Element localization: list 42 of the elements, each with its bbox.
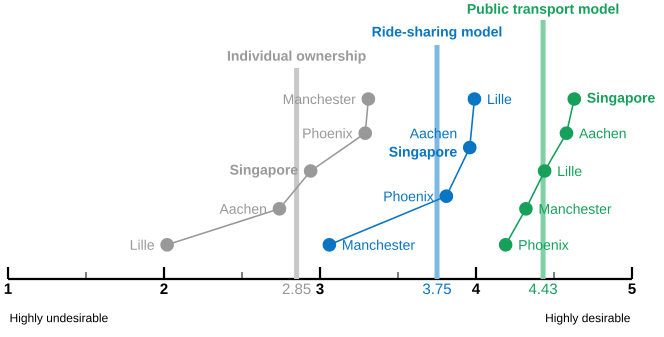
point bbox=[160, 238, 174, 252]
point bbox=[538, 164, 552, 178]
point bbox=[362, 92, 376, 106]
point bbox=[498, 238, 512, 252]
annotation: Singapore bbox=[389, 146, 457, 160]
point bbox=[468, 92, 482, 106]
annotation: Manchester bbox=[343, 240, 415, 250]
x-tick-label: 1 bbox=[4, 284, 12, 294]
annotation: Aachen bbox=[410, 128, 456, 138]
x-tick-label: 3.75 bbox=[422, 284, 451, 294]
ref-line-label: Public transport model bbox=[468, 4, 618, 17]
annotation: Lille bbox=[130, 240, 154, 250]
annotation: Manchester bbox=[540, 204, 612, 214]
annotation: Singapore bbox=[587, 92, 655, 106]
x-tick-label: 4.43 bbox=[528, 284, 558, 294]
ref-line-label: Individual ownership bbox=[228, 50, 366, 64]
point bbox=[519, 202, 533, 216]
annotation: Aachen bbox=[579, 128, 626, 138]
x-tick-label: 3 bbox=[316, 284, 324, 294]
point bbox=[358, 126, 372, 140]
x-tick-label: 2.85 bbox=[282, 284, 311, 294]
x-tick-label: 2 bbox=[160, 284, 168, 294]
text: Highly desirable bbox=[546, 313, 630, 325]
point bbox=[304, 164, 318, 178]
annotation: Phoenix bbox=[384, 191, 434, 202]
point bbox=[272, 202, 286, 216]
annotation: Phoenix bbox=[303, 128, 353, 138]
x-tick-label: 5 bbox=[628, 284, 636, 294]
x-tick-label: 4 bbox=[472, 284, 480, 294]
point bbox=[560, 126, 574, 140]
point bbox=[462, 140, 477, 154]
annotation: Lille bbox=[558, 166, 582, 176]
point bbox=[440, 189, 454, 203]
ref-line-label: Ride-sharing model bbox=[372, 26, 502, 40]
point bbox=[322, 238, 336, 252]
annotation: Manchester bbox=[284, 94, 356, 104]
annotation: Singapore bbox=[230, 164, 298, 178]
point bbox=[567, 92, 582, 106]
annotation: Lille bbox=[488, 94, 512, 104]
annotation: Aachen bbox=[219, 204, 266, 214]
text: Highly undesirable bbox=[10, 313, 108, 325]
annotation: Phoenix bbox=[519, 240, 569, 250]
